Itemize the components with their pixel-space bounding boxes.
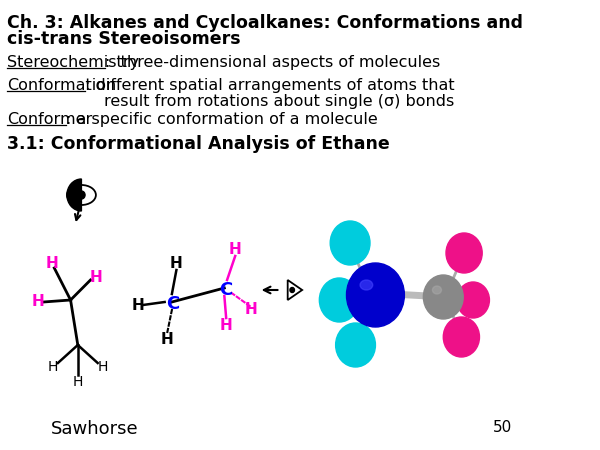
Text: result from rotations about single (σ) bonds: result from rotations about single (σ) b… [104,94,454,109]
Text: Stereochemistry: Stereochemistry [7,55,139,70]
Ellipse shape [360,280,373,290]
Circle shape [457,282,490,318]
Text: H: H [220,318,233,333]
Ellipse shape [433,286,442,294]
Text: cis-trans Stereoisomers: cis-trans Stereoisomers [7,30,241,48]
Text: H: H [98,360,109,374]
Circle shape [443,317,479,357]
Circle shape [290,288,295,292]
Text: H: H [245,302,258,318]
Circle shape [330,221,370,265]
Text: :  three-dimensional aspects of molecules: : three-dimensional aspects of molecules [105,55,440,70]
Text: H: H [47,360,58,374]
Text: : different spatial arrangements of atoms that: : different spatial arrangements of atom… [85,78,455,93]
Text: 3.1: Conformational Analysis of Ethane: 3.1: Conformational Analysis of Ethane [7,135,390,153]
Text: H: H [32,294,44,310]
Text: H: H [161,332,174,346]
Text: Conformer: Conformer [7,112,92,127]
Text: C: C [218,281,232,299]
Text: H: H [89,270,102,285]
Text: : a specific conformation of a molecule: : a specific conformation of a molecule [66,112,377,127]
Text: Conformation: Conformation [7,78,116,93]
Text: H: H [170,256,183,271]
Text: 50: 50 [493,420,512,435]
Text: C: C [166,295,179,313]
Circle shape [346,263,404,327]
Text: Sawhorse: Sawhorse [51,420,139,438]
Circle shape [78,191,85,199]
Text: H: H [229,243,242,257]
Circle shape [319,278,359,322]
Text: Ch. 3: Alkanes and Cycloalkanes: Conformations and: Ch. 3: Alkanes and Cycloalkanes: Conform… [7,14,523,32]
Text: H: H [46,256,59,270]
Circle shape [446,233,482,273]
Text: H: H [73,375,83,389]
Text: H: H [131,297,144,312]
Circle shape [335,323,376,367]
Wedge shape [67,179,82,211]
Circle shape [424,275,463,319]
